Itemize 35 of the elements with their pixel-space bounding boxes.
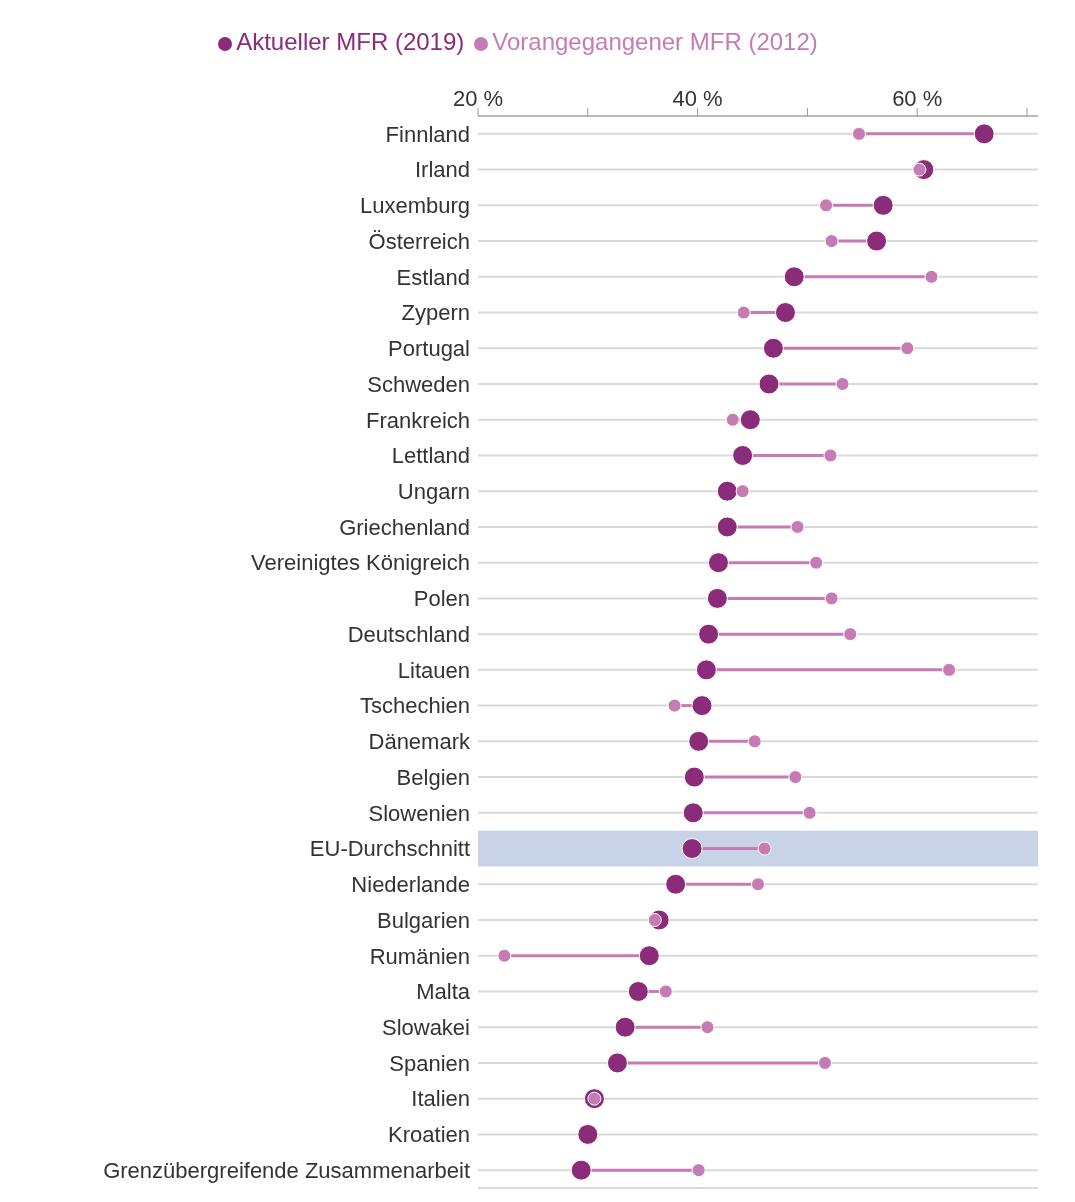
y-tick-label: Vereinigtes Königreich: [251, 550, 470, 576]
y-tick-label: Bulgarien: [377, 907, 470, 933]
y-tick-label: Portugal: [388, 336, 470, 362]
x-tick-label: 60 %: [892, 86, 943, 111]
x-tick-label: 20 %: [452, 86, 504, 111]
y-tick-label: Dänemark: [368, 729, 471, 755]
y-tick-label: Litauen: [397, 657, 470, 683]
y-tick-label: Zypern: [401, 300, 470, 326]
y-tick-label: EU-Durchschnitt: [309, 836, 470, 862]
y-tick-label: Tschechien: [359, 693, 470, 719]
y-tick-label: Irland: [414, 157, 470, 183]
y-tick-label: Slowakei: [381, 1015, 470, 1041]
y-tick-label: Frankreich: [366, 407, 470, 433]
y-tick-label: Kroatien: [388, 1122, 470, 1148]
y-tick-label: Finnland: [385, 121, 470, 147]
y-tick-label: Ungarn: [397, 479, 470, 505]
y-tick-label: Rumänien: [369, 943, 470, 969]
y-tick-label: Lettland: [391, 443, 470, 469]
legend-label: Aktueller MFR (2019): [236, 28, 465, 55]
y-tick-label: Italien: [411, 1086, 470, 1112]
legend-label: Vorangegangener MFR (2012): [492, 28, 818, 55]
y-tick-label: Grenzübergreifende Zusammenarbeit: [103, 1157, 470, 1183]
y-tick-label: Deutschland: [347, 621, 470, 647]
y-tick-label: Österreich: [368, 228, 470, 254]
y-tick-label: Polen: [413, 586, 470, 612]
y-tick-label: Niederlande: [351, 872, 470, 898]
y-tick-label: Schweden: [367, 371, 470, 397]
y-tick-label: Slowenien: [368, 800, 470, 826]
y-tick-label: Spanien: [389, 1050, 470, 1076]
y-tick-label: Estland: [396, 264, 470, 290]
y-tick-label: Belgien: [396, 764, 470, 790]
x-tick-label: 40 %: [672, 86, 723, 111]
y-tick-label: Malta: [416, 979, 471, 1005]
y-tick-label: Luxemburg: [359, 193, 470, 219]
y-tick-label: Griechenland: [339, 514, 470, 540]
